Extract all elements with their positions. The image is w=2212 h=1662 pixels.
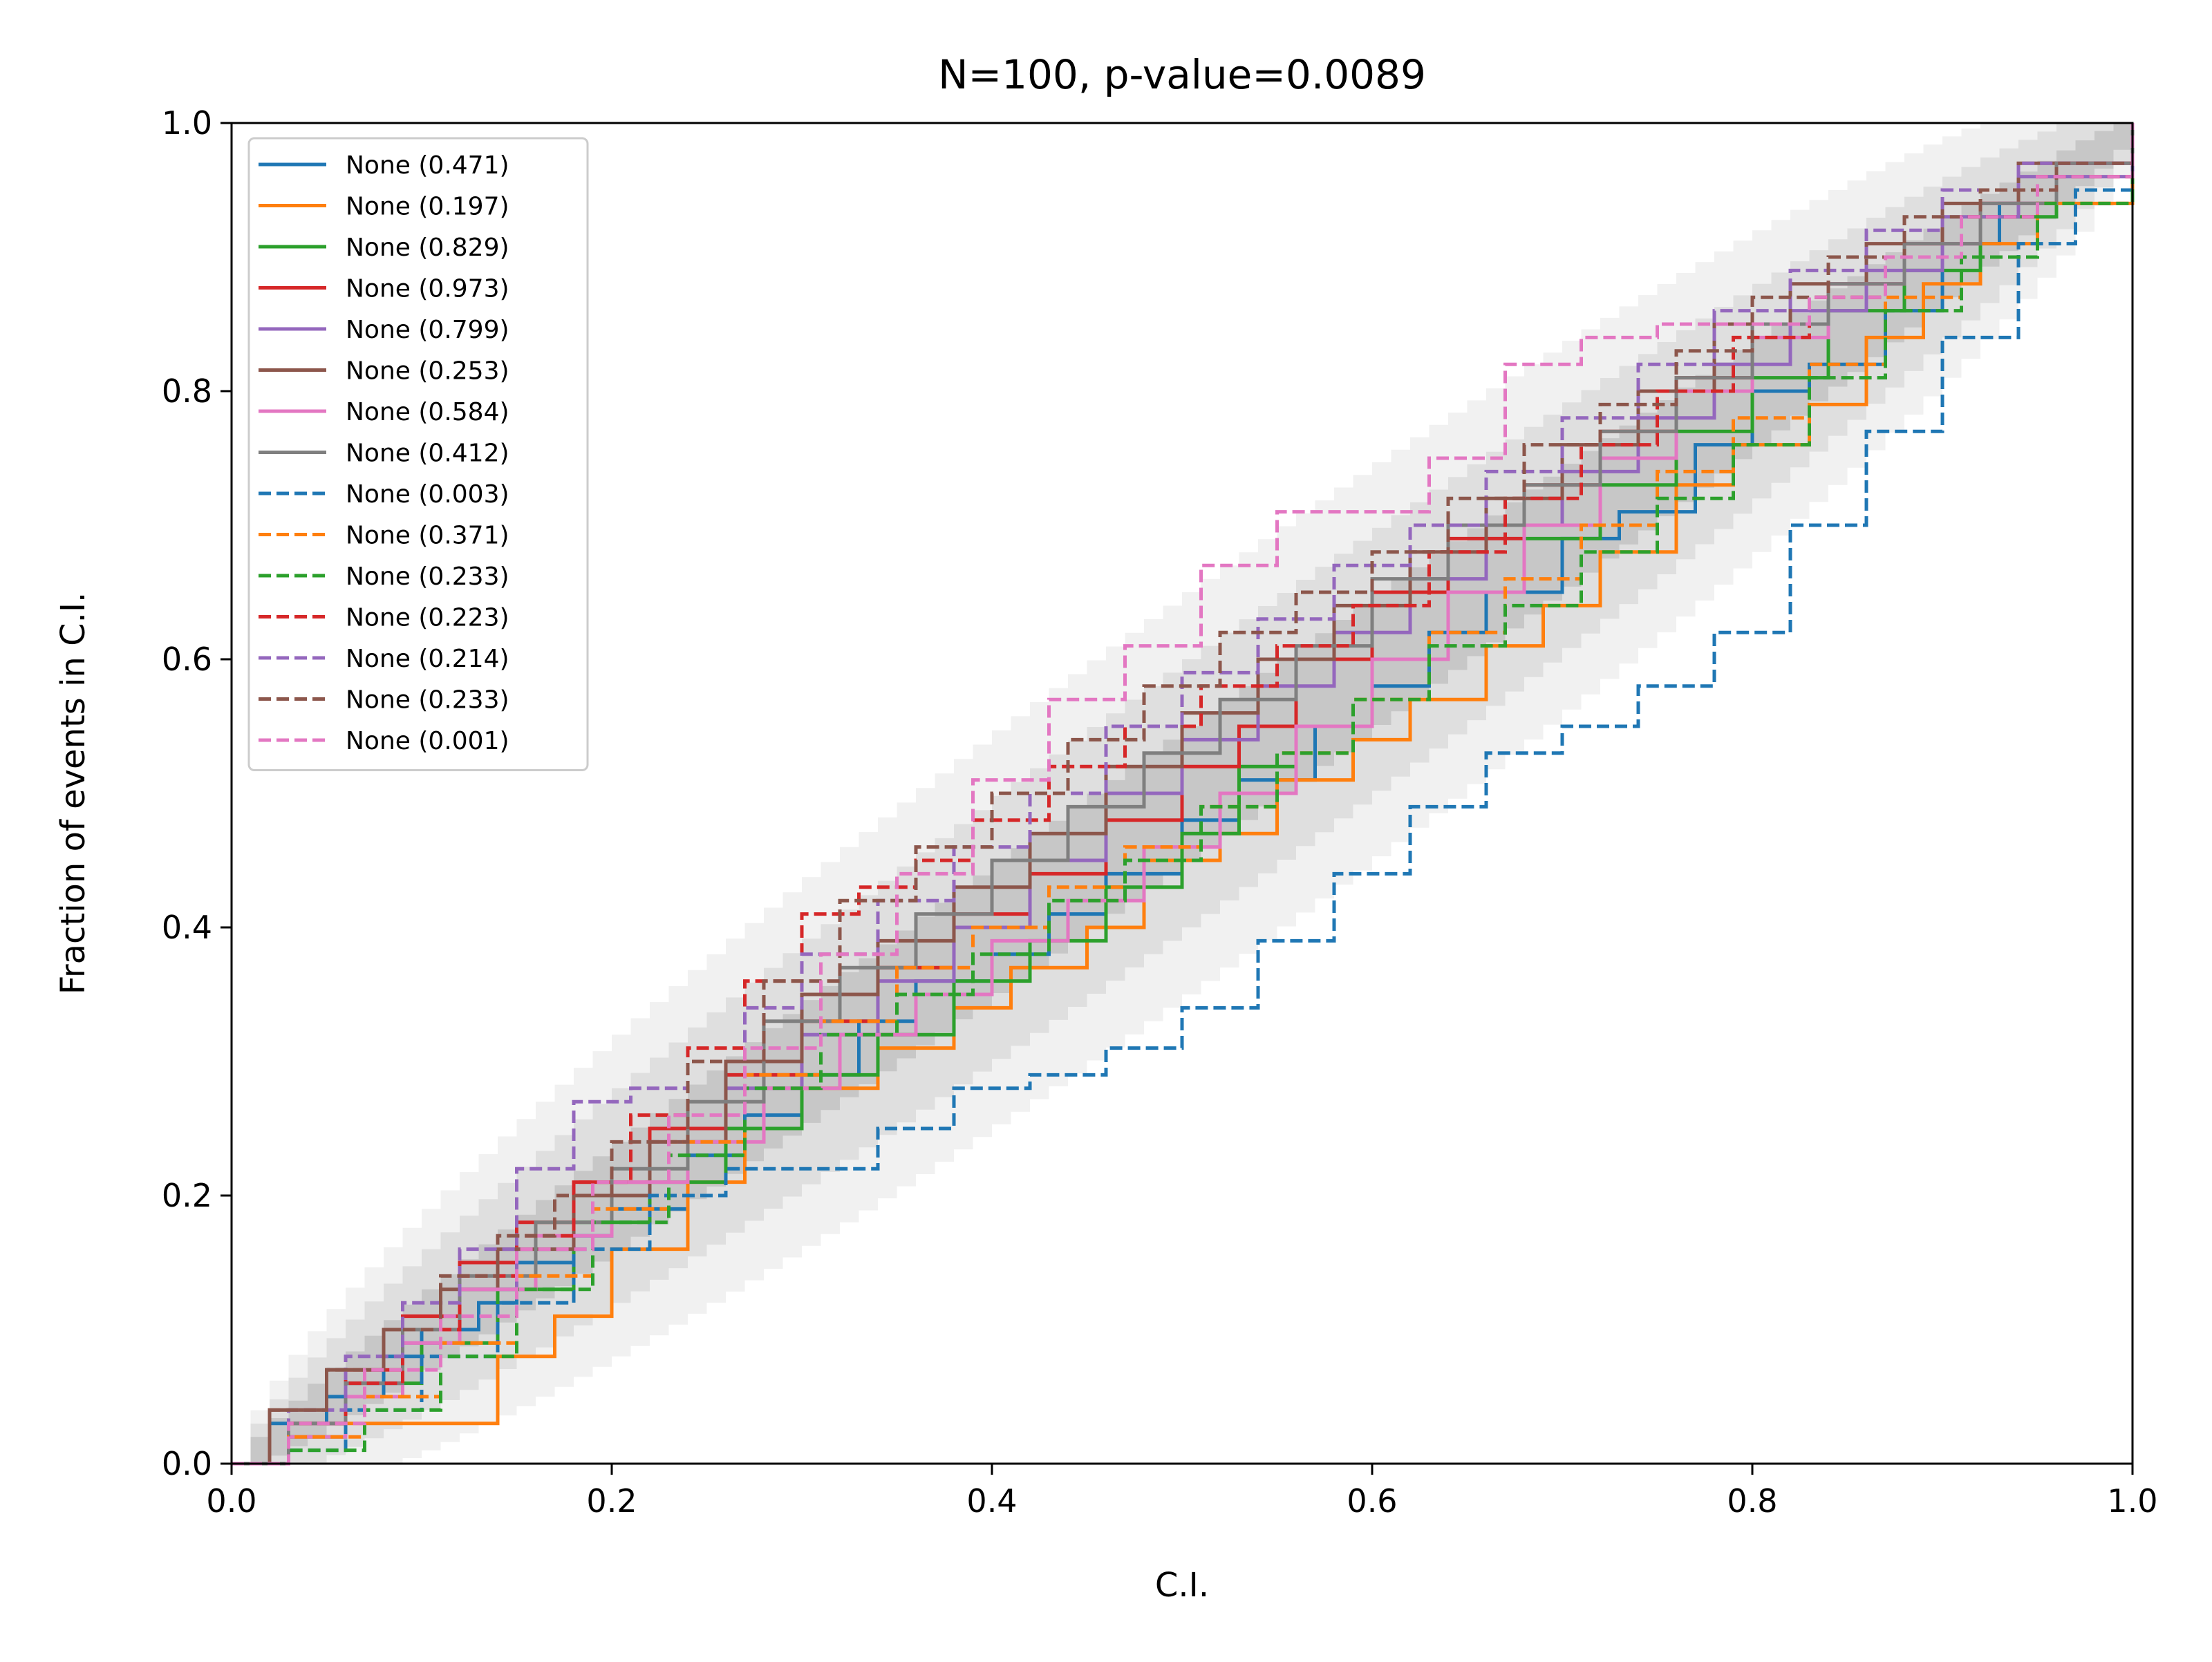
legend: None (0.471) None (0.197) None (0.829) None… <box>247 137 589 771</box>
x-tick-label: 0.6 <box>1347 1482 1397 1520</box>
y-tick-label: 0.0 <box>162 1445 212 1482</box>
legend-label: None (0.001) <box>346 727 509 755</box>
legend-label: None (0.973) <box>346 275 509 303</box>
x-tick-label: 1.0 <box>2107 1482 2157 1520</box>
y-tick-label: 0.8 <box>162 372 212 410</box>
legend-label: None (0.799) <box>346 316 509 344</box>
legend-label: None (0.214) <box>346 645 509 673</box>
y-tick-label: 0.6 <box>162 641 212 678</box>
chart-title: N=100, p-value=0.0089 <box>938 51 1426 98</box>
series-line-9 <box>232 123 2135 1466</box>
series-line-8 <box>232 123 2135 1466</box>
x-tick-label: 0.4 <box>966 1482 1017 1520</box>
y-axis-label: Fraction of events in C.I. <box>54 592 93 995</box>
series-line-15 <box>232 123 2135 1466</box>
x-tick-label: 0.8 <box>1727 1482 1777 1520</box>
series-line-14 <box>232 123 2135 1466</box>
y-axis-ticks: 0.0 0.2 0.4 0.6 0.8 1.0 <box>162 104 232 1482</box>
x-axis-ticks: 0.0 0.2 0.4 0.6 0.8 1.0 <box>206 1464 2158 1520</box>
legend-label: None (0.233) <box>346 686 509 715</box>
series-line-11 <box>232 123 2135 1466</box>
legend-label: None (0.471) <box>346 151 509 180</box>
y-tick-label: 0.4 <box>162 909 212 946</box>
legend-label: None (0.371) <box>346 522 509 550</box>
legend-box <box>247 137 589 771</box>
x-axis-label: C.I. <box>1155 1566 1209 1605</box>
legend-label: None (0.253) <box>346 357 509 386</box>
y-tick-label: 1.0 <box>162 104 212 142</box>
x-tick-label: 0.0 <box>206 1482 256 1520</box>
x-tick-label: 0.2 <box>586 1482 637 1520</box>
series-lines <box>232 123 2135 1466</box>
legend-label: None (0.412) <box>346 440 509 468</box>
plot-frame <box>230 122 2134 1465</box>
legend-label: None (0.003) <box>346 480 509 509</box>
legend-label: None (0.829) <box>346 234 509 262</box>
legend-label: None (0.584) <box>346 398 509 426</box>
y-tick-label: 0.2 <box>162 1177 212 1214</box>
legend-label: None (0.197) <box>346 193 509 221</box>
legend-label: None (0.223) <box>346 604 509 632</box>
legend-label: None (0.233) <box>346 563 509 591</box>
